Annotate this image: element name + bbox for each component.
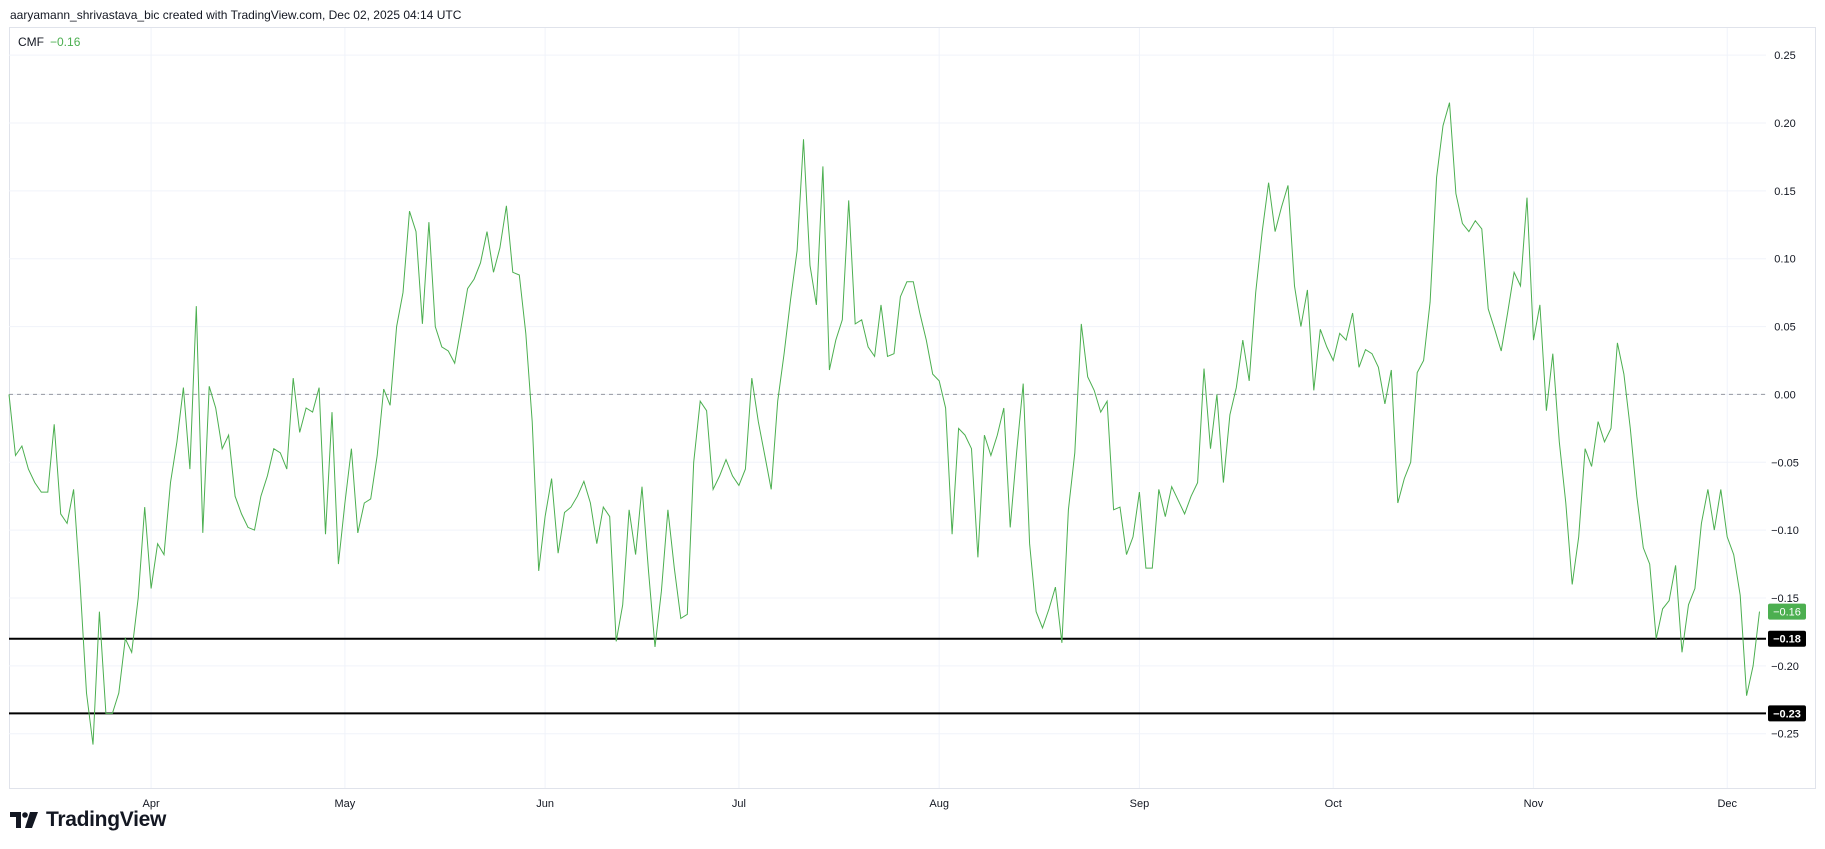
x-tick-label: Oct	[1325, 798, 1342, 810]
x-tick-label: Jun	[536, 798, 554, 810]
y-tick-label: −0.25	[1771, 729, 1799, 741]
y-tick-label: 0.10	[1774, 254, 1795, 266]
x-tick-label: May	[335, 798, 356, 810]
level-tag-label: −0.23	[1773, 708, 1801, 720]
indicator-name: CMF	[18, 35, 44, 49]
x-tick-label: Sep	[1130, 798, 1150, 810]
x-tick-label: Apr	[143, 798, 160, 810]
y-tick-label: −0.10	[1771, 525, 1799, 537]
y-tick-label: −0.15	[1771, 593, 1799, 605]
x-tick-label: Aug	[929, 798, 949, 810]
x-tick-label: Jul	[732, 798, 746, 810]
y-tick-label: −0.20	[1771, 661, 1799, 673]
tradingview-logo[interactable]: TradingView	[10, 808, 166, 832]
x-tick-label: Nov	[1524, 798, 1544, 810]
tradingview-brand-name: TradingView	[46, 808, 167, 831]
y-tick-label: 0.15	[1774, 186, 1795, 198]
indicator-value: −0.16	[50, 35, 81, 49]
last-value-tag-label: −0.16	[1773, 607, 1801, 619]
level-tag	[1768, 705, 1806, 722]
y-tick-label: −0.05	[1771, 457, 1799, 469]
y-tick-label: 0.25	[1774, 50, 1795, 62]
chart-pane[interactable]	[9, 27, 1816, 789]
level-tag	[1768, 630, 1806, 647]
indicator-legend[interactable]: CMF −0.16	[18, 35, 80, 49]
cmf-series-line	[8, 102, 1760, 745]
y-tick-label: 0.05	[1774, 322, 1795, 334]
y-tick-label: 0.20	[1774, 118, 1795, 130]
tradingview-logo-icon	[10, 812, 38, 828]
level-tag-label: −0.18	[1773, 634, 1801, 646]
last-value-tag	[1768, 603, 1806, 620]
x-tick-label: Dec	[1717, 798, 1737, 810]
y-tick-label: 0.00	[1774, 389, 1795, 401]
chart-credit: aaryamann_shrivastava_bic created with T…	[10, 8, 462, 22]
